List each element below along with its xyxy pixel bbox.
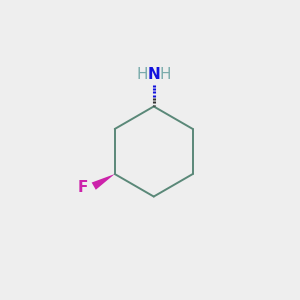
Text: H: H [159,67,171,82]
Text: F: F [77,180,88,195]
Text: N: N [147,67,160,82]
Polygon shape [92,174,115,190]
Text: H: H [137,67,148,82]
